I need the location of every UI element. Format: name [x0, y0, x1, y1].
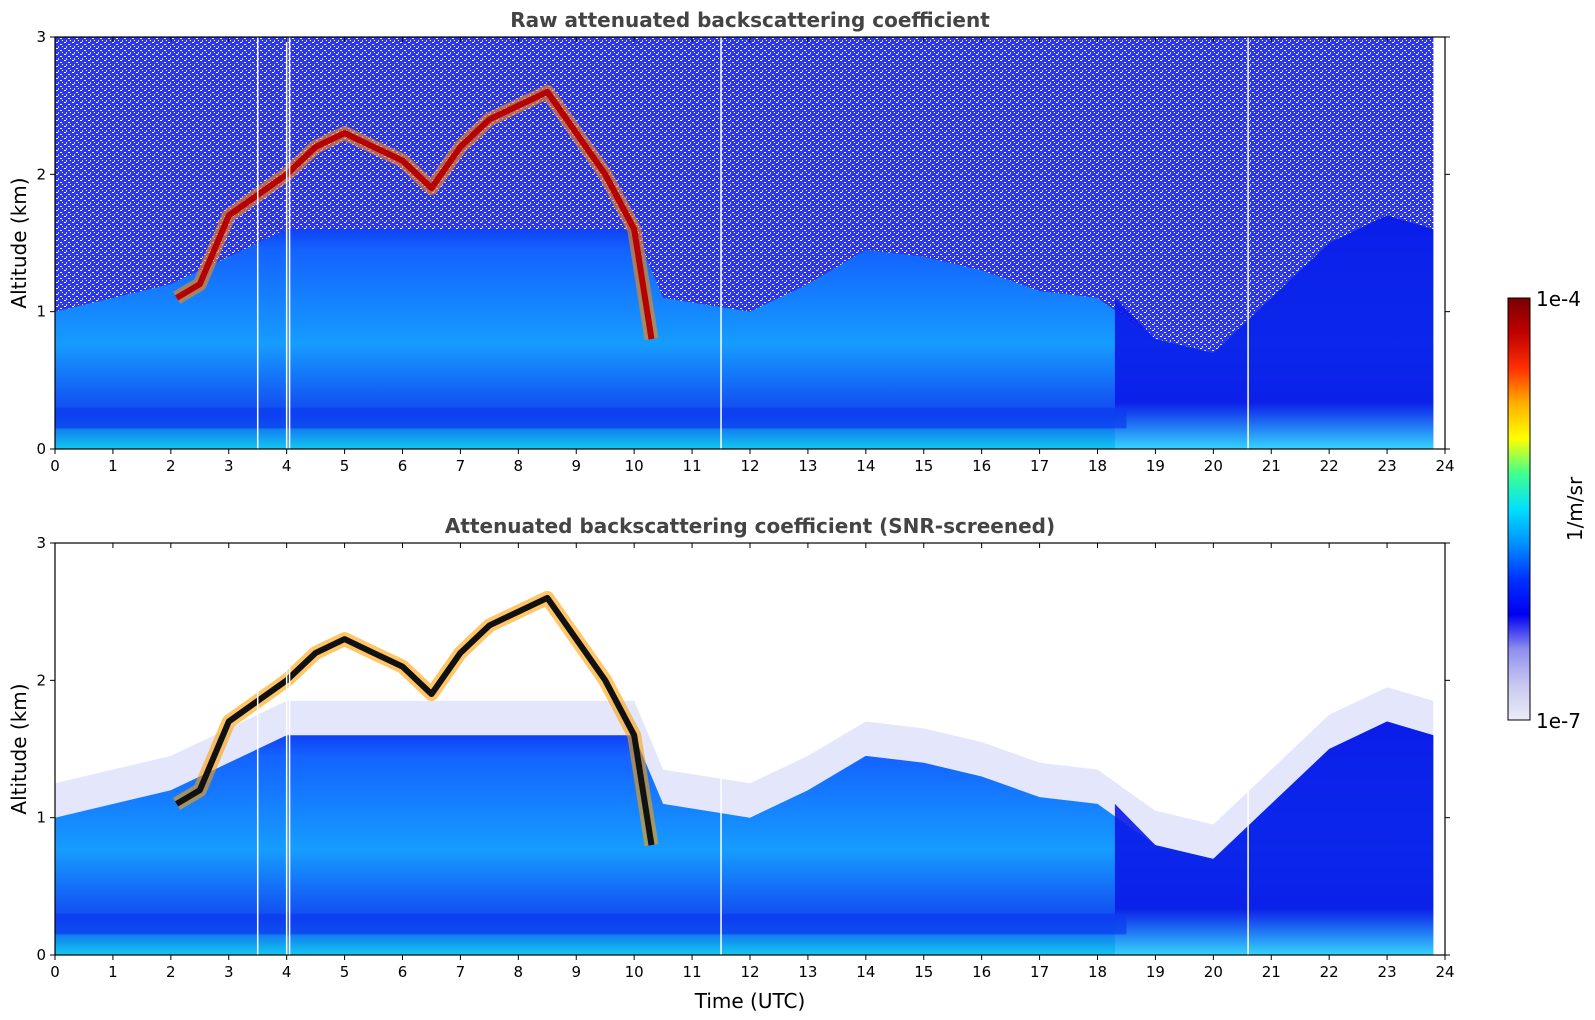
cloud-core [175, 88, 655, 340]
x-tick-label: 8 [514, 963, 524, 981]
x-tick-label: 12 [740, 963, 759, 981]
panel-title-raw: Raw attenuated backscattering coefficien… [510, 8, 990, 32]
x-tick-label: 4 [282, 457, 292, 475]
x-tick-label: 21 [1262, 457, 1281, 475]
x-tick-label: 4 [282, 963, 292, 981]
x-tick-label: 11 [683, 457, 702, 475]
x-tick-label: 20 [1204, 457, 1223, 475]
y-axis-screened: 0 1 2 3 [36, 534, 1450, 964]
x-tick-label: 2 [166, 457, 176, 475]
x-tick-label: 2 [166, 963, 176, 981]
x-tick-label: 10 [625, 963, 644, 981]
no-data-region [1433, 37, 1445, 449]
x-tick-label: 10 [625, 457, 644, 475]
night-boundary-layer [1114, 215, 1434, 449]
boundary-layer-region [55, 687, 1434, 955]
y-axis-label-screened: Altitude (km) [7, 683, 31, 814]
panel-title-screened: Attenuated backscattering coefficient (S… [445, 514, 1055, 538]
x-tick-label: 0 [50, 457, 60, 475]
y-axis-raw: 0 1 2 3 [36, 28, 1450, 458]
x-tick-label: 18 [1088, 963, 1107, 981]
cloud-layer [173, 590, 659, 847]
x-tick-label: 14 [856, 457, 875, 475]
x-tick-label: 5 [340, 963, 350, 981]
panel-raw: Raw attenuated backscattering coefficien… [7, 8, 1455, 475]
x-axis-raw: 0 1 2 3 4 5 6 7 8 9 10 11 12 13 14 15 16 17 18 19 20 21 22 23 24 [50, 37, 1455, 475]
no-data-region [1433, 543, 1445, 955]
x-tick-label: 13 [798, 457, 817, 475]
boundary-layer-area [55, 721, 1434, 955]
colorbar-unit-label: 1/m/sr [1563, 476, 1587, 541]
x-tick-label: 3 [224, 457, 234, 475]
x-tick-label: 15 [914, 457, 933, 475]
x-tick-label: 11 [683, 963, 702, 981]
heatmap-raw [55, 37, 1445, 449]
x-axis-screened: 0 1 2 3 4 5 6 7 8 9 10 11 12 13 14 15 16 17 18 19 20 21 22 23 24 [50, 543, 1455, 981]
x-tick-label: 8 [514, 457, 524, 475]
x-tick-label: 17 [1030, 457, 1049, 475]
night-boundary-layer [1114, 721, 1434, 955]
x-tick-label: 7 [456, 963, 466, 981]
x-tick-label: 9 [571, 963, 581, 981]
x-tick-label: 19 [1146, 457, 1165, 475]
x-tick-label: 20 [1204, 963, 1223, 981]
x-tick-label: 16 [972, 457, 991, 475]
y-tick-label: 1 [36, 809, 46, 827]
boundary-layer-region [55, 215, 1434, 449]
y-tick-label: 0 [36, 946, 46, 964]
x-tick-label: 3 [224, 963, 234, 981]
y-tick-label: 1 [36, 303, 46, 321]
x-tick-label: 12 [740, 457, 759, 475]
x-tick-label: 24 [1435, 457, 1454, 475]
x-tick-label: 22 [1320, 457, 1339, 475]
x-tick-label: 17 [1030, 963, 1049, 981]
x-tick-label: 6 [398, 457, 408, 475]
data-gaps [256, 543, 1249, 955]
data-gaps [256, 37, 1249, 449]
y-tick-label: 3 [36, 28, 46, 46]
heatmap-screened [55, 543, 1445, 955]
y-tick-label: 3 [36, 534, 46, 552]
colorbar: 1e-4 1e-7 1/m/sr [1507, 287, 1587, 733]
colorbar-max-label: 1e-4 [1536, 287, 1581, 311]
x-tick-label: 13 [798, 963, 817, 981]
colorbar-min-label: 1e-7 [1536, 709, 1581, 733]
cloud-core [175, 594, 655, 846]
x-tick-label: 1 [108, 457, 118, 475]
x-tick-label: 1 [108, 963, 118, 981]
colorbar-scale [1507, 297, 1531, 721]
x-axis-label: Time (UTC) [694, 989, 806, 1013]
x-tick-label: 24 [1435, 963, 1454, 981]
panel-screened: Attenuated backscattering coefficient (S… [7, 514, 1455, 1013]
x-tick-label: 21 [1262, 963, 1281, 981]
x-tick-label: 23 [1378, 963, 1397, 981]
y-tick-label: 0 [36, 440, 46, 458]
x-tick-label: 15 [914, 963, 933, 981]
x-tick-label: 9 [571, 457, 581, 475]
cloud-layer [173, 84, 659, 341]
x-tick-label: 19 [1146, 963, 1165, 981]
x-tick-label: 23 [1378, 457, 1397, 475]
y-tick-label: 2 [36, 165, 46, 183]
surface-layer [55, 407, 1127, 429]
y-tick-label: 2 [36, 671, 46, 689]
x-tick-label: 0 [50, 963, 60, 981]
x-tick-label: 6 [398, 963, 408, 981]
x-tick-label: 22 [1320, 963, 1339, 981]
x-tick-label: 7 [456, 457, 466, 475]
boundary-layer-area [55, 215, 1434, 449]
x-tick-label: 16 [972, 963, 991, 981]
x-tick-label: 14 [856, 963, 875, 981]
y-axis-label-raw: Altitude (km) [7, 177, 31, 308]
surface-layer [55, 913, 1127, 935]
x-tick-label: 5 [340, 457, 350, 475]
x-tick-label: 18 [1088, 457, 1107, 475]
